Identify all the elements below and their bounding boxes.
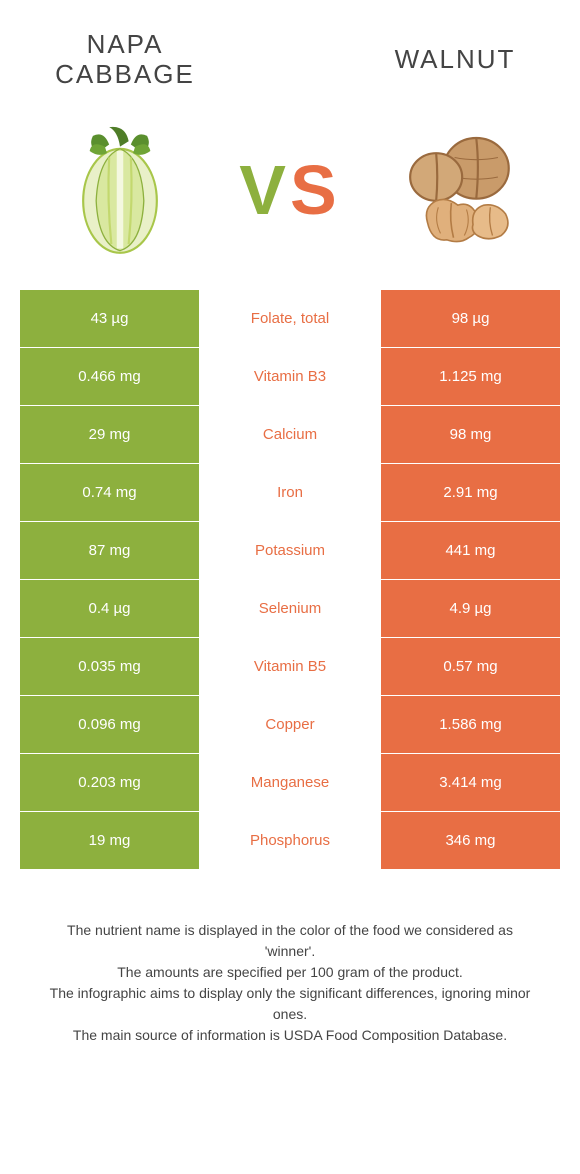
table-row: 19 mgPhosphorus346 mg (20, 812, 560, 870)
nutrient-label: Manganese (200, 754, 380, 812)
table-row: 29 mgCalcium98 mg (20, 406, 560, 464)
footer-notes: The nutrient name is displayed in the co… (0, 870, 580, 1046)
vs-label: VS (239, 150, 340, 230)
right-value: 98 µg (380, 290, 560, 348)
table-row: 0.466 mgVitamin B31.125 mg (20, 348, 560, 406)
nutrient-label: Vitamin B5 (200, 638, 380, 696)
right-value: 346 mg (380, 812, 560, 870)
right-food-title: Walnut (370, 45, 540, 75)
left-value: 87 mg (20, 522, 200, 580)
nutrient-label: Copper (200, 696, 380, 754)
images-row: VS (0, 100, 580, 290)
table-row: 87 mgPotassium441 mg (20, 522, 560, 580)
left-value: 19 mg (20, 812, 200, 870)
right-value: 1.125 mg (380, 348, 560, 406)
nutrient-label: Folate, total (200, 290, 380, 348)
left-value: 0.203 mg (20, 754, 200, 812)
left-value: 0.4 µg (20, 580, 200, 638)
nutrient-label: Selenium (200, 580, 380, 638)
nutrient-label: Potassium (200, 522, 380, 580)
nutrient-table: 43 µgFolate, total98 µg0.466 mgVitamin B… (20, 290, 560, 870)
right-value: 3.414 mg (380, 754, 560, 812)
table-row: 0.096 mgCopper1.586 mg (20, 696, 560, 754)
right-value: 0.57 mg (380, 638, 560, 696)
right-value: 1.586 mg (380, 696, 560, 754)
table-row: 0.035 mgVitamin B50.57 mg (20, 638, 560, 696)
nutrient-label: Iron (200, 464, 380, 522)
nutrient-label: Phosphorus (200, 812, 380, 870)
left-food-title: Napa cabbage (40, 30, 210, 90)
right-value: 98 mg (380, 406, 560, 464)
left-value: 43 µg (20, 290, 200, 348)
header: Napa cabbage Walnut (0, 0, 580, 100)
left-value: 29 mg (20, 406, 200, 464)
left-value: 0.096 mg (20, 696, 200, 754)
right-value: 2.91 mg (380, 464, 560, 522)
vs-v-letter: V (239, 151, 290, 229)
nutrient-label: Calcium (200, 406, 380, 464)
left-value: 0.035 mg (20, 638, 200, 696)
table-row: 0.4 µgSelenium4.9 µg (20, 580, 560, 638)
right-value: 441 mg (380, 522, 560, 580)
footer-line: The nutrient name is displayed in the co… (40, 920, 540, 962)
vs-s-letter: S (290, 151, 341, 229)
table-row: 43 µgFolate, total98 µg (20, 290, 560, 348)
napa-cabbage-image (55, 120, 185, 260)
right-value: 4.9 µg (380, 580, 560, 638)
footer-line: The amounts are specified per 100 gram o… (40, 962, 540, 983)
nutrient-label: Vitamin B3 (200, 348, 380, 406)
table-row: 0.203 mgManganese3.414 mg (20, 754, 560, 812)
walnut-image (395, 120, 525, 260)
table-row: 0.74 mgIron2.91 mg (20, 464, 560, 522)
footer-line: The infographic aims to display only the… (40, 983, 540, 1025)
footer-line: The main source of information is USDA F… (40, 1025, 540, 1046)
left-value: 0.466 mg (20, 348, 200, 406)
left-value: 0.74 mg (20, 464, 200, 522)
